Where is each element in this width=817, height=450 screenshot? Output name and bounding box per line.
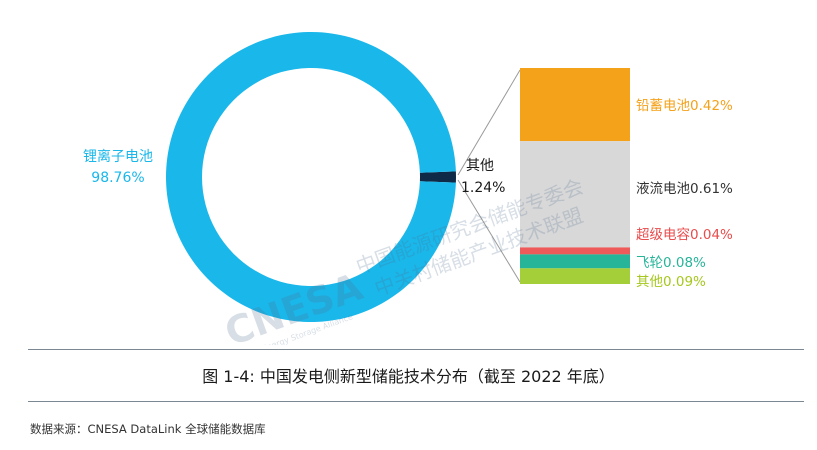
chart-area: 锂离子电池 98.76% 其他 1.24% 铅蓄电池0.42% 液流电池0.61… [83,31,733,345]
label-lithium-name: 锂离子电池 [83,148,153,165]
breakdown-bar [520,68,630,284]
caption-top-rule [28,349,804,350]
label-lithium-value: 98.76% [91,170,144,186]
donut-slice-other [419,171,456,183]
connector-bottom [457,179,521,283]
bar-segment-lead-acid [520,68,630,142]
connector-top [457,69,521,176]
connector-lines [457,69,521,283]
figure-caption: 图 1-4: 中国发电侧新型储能技术分布（截至 2022 年底） [202,367,615,386]
label-flywheel: 飞轮0.08% [636,255,706,271]
label-other-name: 其他 [466,158,494,174]
bar-segment-other [520,268,630,284]
label-supercapacitor: 超级电容0.04% [636,226,733,243]
label-lead-acid: 铅蓄电池0.42% [636,98,733,114]
caption-bottom-rule [28,401,804,402]
bar-segment-supercapacitor [520,247,630,255]
data-source: 数据来源：CNESA DataLink 全球储能数据库 [30,422,266,436]
label-flow-battery: 液流电池0.61% [636,181,733,197]
donut-chart [166,31,456,322]
label-other-value: 1.24% [461,180,505,196]
label-other-small: 其他0.09% [636,274,706,290]
bar-segment-flow-battery [520,141,630,248]
bar-segment-flywheel [520,254,630,269]
